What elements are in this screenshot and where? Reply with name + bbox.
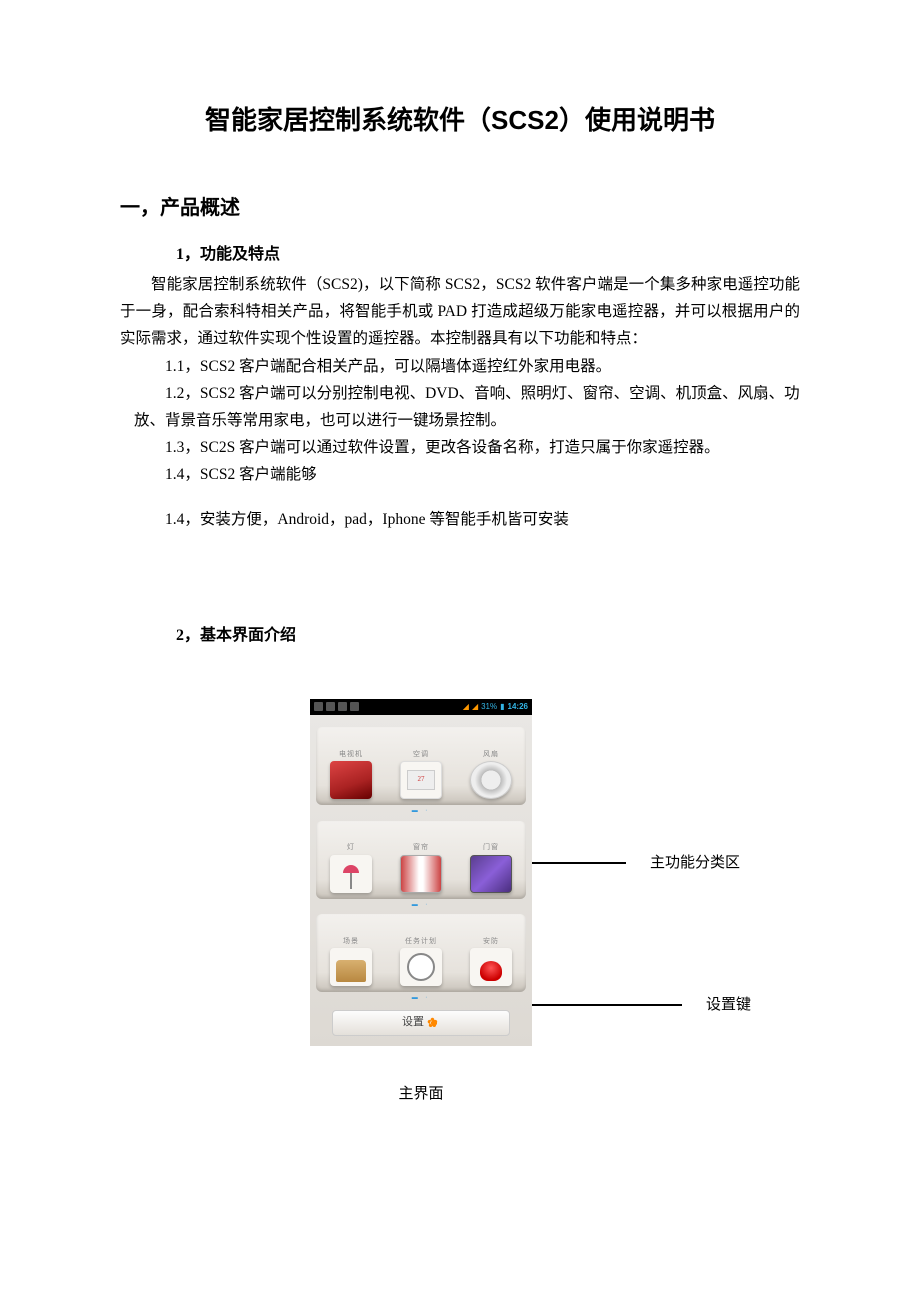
point-1-4a: 1.4，SCS2 客户端能够 [134,461,800,488]
app-label: 窗帘 [413,842,429,853]
clock-time: 14:26 [508,701,528,714]
clock-icon [400,948,442,986]
sofa-icon [330,948,372,986]
point-1-4b: 1.4，安装方便，Android，pad，Iphone 等智能手机皆可安装 [134,506,800,533]
phone-mockup: ◢ ◢ 31% ▮ 14:26 电视机 空调 27 风扇 [310,699,532,1046]
phone-body: 电视机 空调 27 风扇 ▬ · 灯 窗帘 [310,715,532,1046]
section-1-heading: 一，产品概述 [120,192,800,224]
door-icon [470,855,512,893]
page-indicator: ▬ · [310,807,532,817]
shelf-row-1: 电视机 空调 27 风扇 [316,727,526,805]
app-door[interactable]: 门窗 [462,842,520,892]
point-1-1: 1.1，SCS2 客户端配合相关产品，可以隔墙体遥控红外家用电器。 [134,353,800,380]
shelf-row-2: 灯 窗帘 门窗 [316,821,526,899]
app-curtain[interactable]: 窗帘 [392,842,450,892]
point-1-2: 1.2，SCS2 客户端可以分别控制电视、DVD、音响、照明灯、窗帘、空调、机顶… [134,380,800,434]
app-security[interactable]: 安防 [462,936,520,986]
app-label: 场景 [343,936,359,947]
app-label: 任务计划 [405,936,437,947]
status-right: ◢ ◢ 31% ▮ 14:26 [463,701,528,714]
app-fan[interactable]: 风扇 [462,749,520,799]
app-lamp[interactable]: 灯 [322,842,380,892]
ac-temp: 27 [407,770,435,790]
callout-text: 主功能分类区 [650,851,740,875]
status-left-icons [314,702,359,711]
callout-line [532,862,626,864]
lamp-icon [330,855,372,893]
callout-text: 设置键 [706,993,751,1017]
callout-line [532,1004,682,1006]
app-ac[interactable]: 空调 27 [392,749,450,799]
app-tv[interactable]: 电视机 [322,749,380,799]
subsection-1-1-heading: 1，功能及特点 [176,242,800,268]
settings-label: 设置 [402,1014,424,1032]
battery-pct: 31% [481,701,497,714]
callout-settings: 设置键 [532,993,751,1017]
shelf-row-3: 场景 任务计划 安防 [316,914,526,992]
app-label: 安防 [483,936,499,947]
document-title: 智能家居控制系统软件（SCS2）使用说明书 [120,100,800,142]
alarm-icon [470,948,512,986]
status-icon [350,702,359,711]
app-label: 门窗 [483,842,499,853]
callout-main-area: 主功能分类区 [532,851,740,875]
app-label: 灯 [347,842,355,853]
app-label: 空调 [413,749,429,760]
fan-icon [470,761,512,799]
status-icon [314,702,323,711]
battery-icon: ▮ [500,701,504,714]
app-scene[interactable]: 场景 [322,936,380,986]
signal-icon: ◢ [472,701,478,714]
page-indicator: ▬ · [310,901,532,911]
ac-icon: 27 [400,761,442,799]
status-icon [326,702,335,711]
point-1-3: 1.3，SC2S 客户端可以通过软件设置，更改各设备名称，打造只属于你家遥控器。 [134,434,800,461]
figure-caption: 主界面 [310,1082,532,1106]
status-icon [338,702,347,711]
subsection-1-2-heading: 2，基本界面介绍 [176,623,800,649]
settings-button[interactable]: 设置 [332,1010,510,1036]
curtain-icon [400,855,442,893]
status-bar: ◢ ◢ 31% ▮ 14:26 [310,699,532,715]
intro-paragraph: 智能家居控制系统软件（SCS2)，以下简称 SCS2，SCS2 软件客户端是一个… [120,271,800,352]
app-label: 电视机 [339,749,363,760]
gear-icon [428,1017,440,1029]
app-task[interactable]: 任务计划 [392,936,450,986]
page-indicator: ▬ · [310,994,532,1004]
signal-icon: ◢ [463,701,469,714]
app-label: 风扇 [483,749,499,760]
tv-icon [330,761,372,799]
figure-main-ui: ◢ ◢ 31% ▮ 14:26 电视机 空调 27 风扇 [310,699,800,1046]
